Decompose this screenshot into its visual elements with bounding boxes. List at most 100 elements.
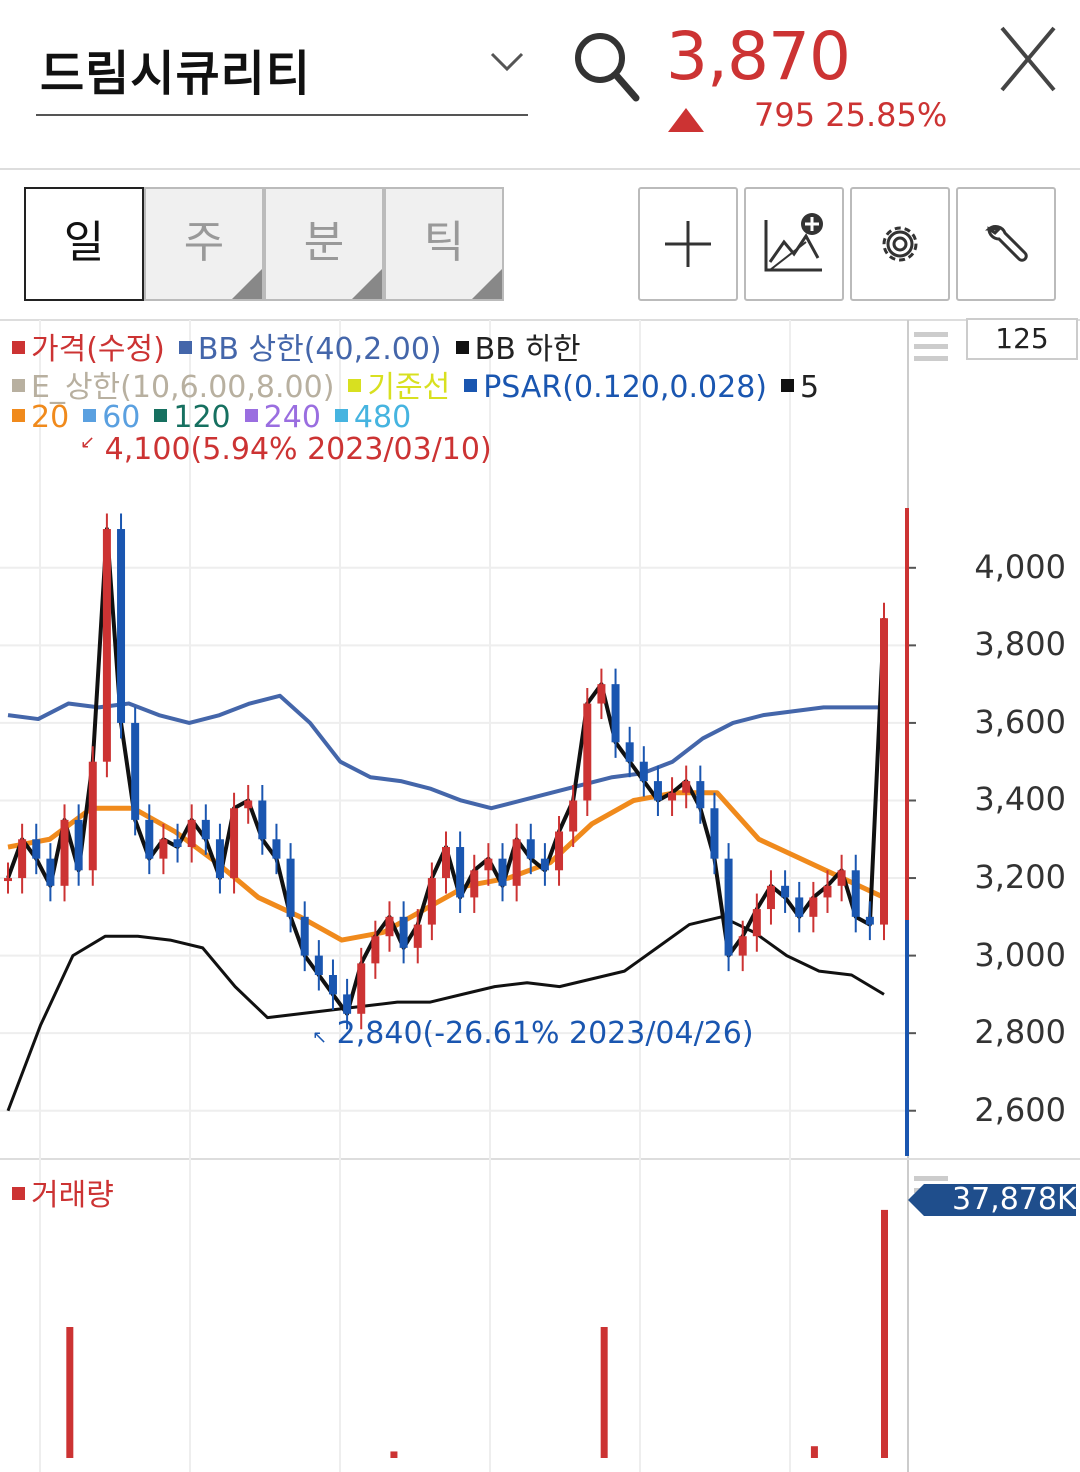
add-indicator-icon: [764, 213, 823, 272]
candle-body: [286, 858, 295, 917]
high-marker-icon: ↙: [80, 432, 96, 453]
stock-selector[interactable]: 드림시큐리티: [36, 26, 528, 116]
candle-body: [102, 529, 111, 762]
candle-body: [201, 819, 210, 840]
candle-body: [88, 761, 97, 871]
add-indicator-button[interactable]: [744, 187, 844, 301]
candle-body: [32, 839, 41, 859]
candle-body: [4, 878, 12, 882]
bb-upper-line: [7, 693, 884, 811]
candle-body: [60, 819, 69, 886]
candle-body: [159, 839, 168, 859]
candle-body: [837, 870, 846, 886]
ma5-line: [6, 527, 886, 1016]
legend-swatch: [334, 409, 348, 422]
legend-swatch: [455, 341, 469, 354]
candle-body: [865, 916, 874, 925]
candle-body: [74, 819, 83, 871]
period-tab-week[interactable]: 주: [144, 187, 264, 301]
candle-body: [668, 792, 677, 801]
candle-body: [187, 819, 196, 848]
candle-body: [682, 781, 691, 793]
candle-body: [512, 839, 521, 886]
legend-item[interactable]: 20: [12, 400, 69, 435]
price-chart[interactable]: [0, 316, 1080, 1472]
legend-swatch: [781, 379, 794, 392]
candle-body: [880, 618, 888, 925]
bb-lower-line: [6, 915, 885, 1112]
legend-swatch: [244, 409, 258, 422]
legend-swatch: [348, 379, 362, 392]
ma20-line: [7, 790, 886, 943]
legend-item[interactable]: BB 상한(40,2.00): [178, 332, 442, 367]
legend-item[interactable]: PSAR(0.120,0.028): [464, 370, 767, 405]
search-button[interactable]: [572, 26, 642, 106]
volume-bar: [881, 1209, 888, 1458]
candle-body: [639, 761, 648, 782]
candle-body: [597, 684, 606, 704]
legend-item[interactable]: 5: [781, 370, 819, 405]
candle-body: [371, 936, 380, 964]
settings-button[interactable]: [850, 187, 950, 301]
low-annotation: ↖ 2,840(-26.61% 2023/04/26): [312, 1016, 754, 1051]
crosshair-button[interactable]: [638, 187, 738, 301]
change-amount: 795: [754, 96, 816, 134]
price-tick-label: 3,800: [974, 625, 1066, 664]
current-volume-value: 37,878K: [952, 1182, 1077, 1217]
candle-body: [131, 722, 140, 820]
period-tab-day[interactable]: 일: [24, 187, 144, 301]
candle-body: [385, 916, 394, 937]
legend-label: BB 상한(40,2.00): [197, 332, 442, 367]
candle-body: [215, 839, 224, 879]
close-icon: [1000, 26, 1056, 92]
legend-item[interactable]: 120: [154, 400, 231, 435]
stock-name: 드림시큐리티: [40, 46, 311, 102]
candle-body: [583, 703, 592, 801]
price-tick-label: 3,200: [974, 858, 1066, 897]
legend-item[interactable]: 480: [334, 400, 411, 435]
legend-label: PSAR(0.120,0.028): [483, 370, 767, 405]
period-tab-tick[interactable]: 틱: [384, 187, 504, 301]
candle-body: [18, 839, 27, 879]
candle-body: [526, 839, 535, 859]
candle-body: [145, 819, 154, 859]
candle-body: [823, 885, 832, 898]
tools-button[interactable]: [956, 187, 1056, 301]
candle-body: [625, 742, 634, 762]
price-change: 795 25.85%: [754, 96, 947, 134]
volume-bar: [810, 1446, 818, 1458]
legend-swatch: [178, 341, 192, 354]
candle-body: [442, 847, 450, 879]
candle-body: [230, 808, 239, 879]
candle-body: [314, 955, 323, 975]
candle-body: [258, 800, 267, 840]
chevron-down-icon: [490, 52, 524, 72]
change-percent: 25.85%: [825, 96, 948, 134]
chart-area[interactable]: 125 가격(수정) BB 상한(40,2.00) BB 하한 E_상한(10,6.…: [0, 316, 1080, 1472]
candle-body: [851, 870, 860, 917]
candle-body: [173, 839, 182, 848]
top-bar: 드림시큐리티 3,870 795 25.85%: [0, 0, 1080, 170]
candle-body: [809, 897, 818, 917]
legend-label: 60: [102, 400, 141, 435]
candle-count-box[interactable]: 125: [966, 318, 1078, 360]
candle-body: [738, 936, 747, 956]
list-icon[interactable]: [914, 332, 948, 361]
candle-body: [569, 800, 578, 832]
legend-label: 가격(수정): [31, 332, 165, 367]
legend-item[interactable]: 240: [244, 400, 321, 435]
legend-swatch: [12, 341, 25, 354]
gear-icon: [882, 226, 918, 262]
close-button[interactable]: [998, 24, 1058, 94]
legend-item[interactable]: E_상한(10,6.00,8.00): [12, 370, 334, 405]
volume-legend: 거래량: [12, 1170, 114, 1214]
legend-item[interactable]: 기준선: [348, 370, 450, 405]
legend-item[interactable]: 60: [83, 400, 140, 435]
legend-item[interactable]: BB 하한: [455, 332, 581, 367]
candle-body: [470, 870, 479, 898]
period-tab-minute[interactable]: 분: [264, 187, 384, 301]
candle-body: [357, 963, 366, 1014]
legend-label: 240: [263, 400, 321, 435]
candle-body: [117, 529, 126, 723]
legend-item[interactable]: 가격(수정): [12, 332, 165, 367]
